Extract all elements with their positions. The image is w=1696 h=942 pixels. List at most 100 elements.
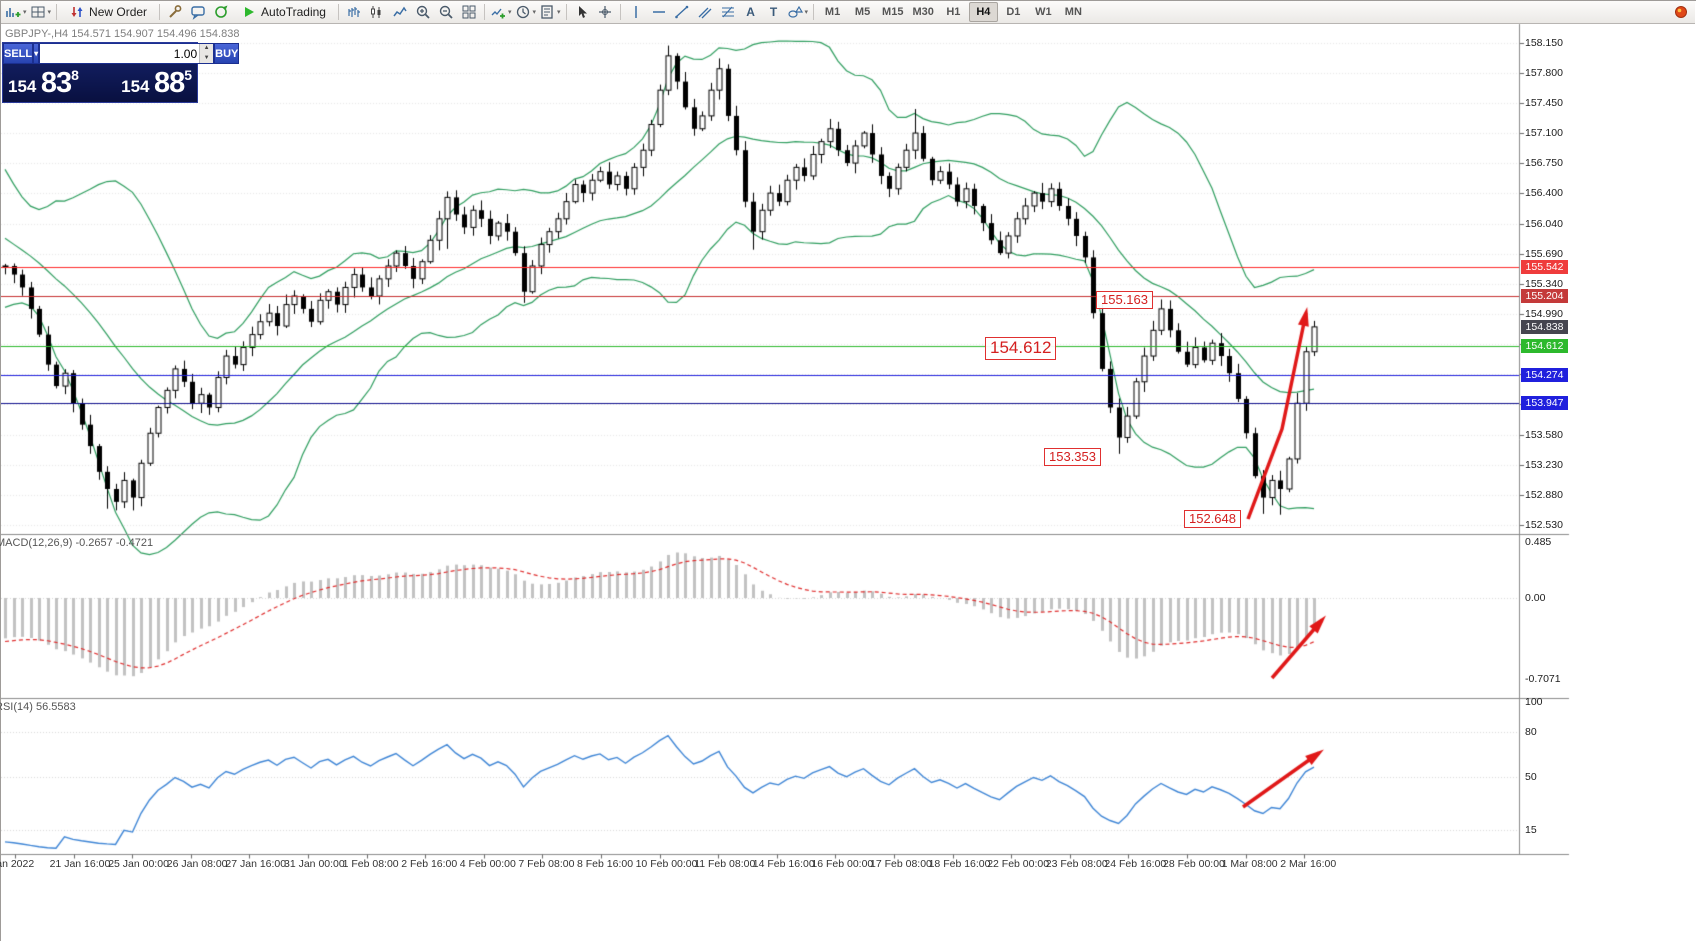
time-axis-label: Jan 2022 — [0, 858, 35, 870]
macd-indicator-label: MACD(12,26,9) -0.2657 -0.4721 — [0, 537, 154, 549]
time-axis-label: 2 Mar 16:00 — [1280, 858, 1337, 870]
buy-price[interactable]: 154 885 — [121, 66, 192, 99]
time-axis-label: 17 Feb 08:00 — [870, 858, 932, 870]
timeframe-mn[interactable]: MN — [1064, 6, 1082, 18]
time-axis-label: 24 Feb 16:00 — [1104, 858, 1167, 870]
toolbar-separator — [483, 4, 485, 20]
main-toolbar: ▾ ▾ New Order AutoTrading ▾ ▾ ▾ A T ▾ M1 M5 M15 M30 H1… — [1, 1, 1695, 24]
time-axis-label: 25 Jan 00:00 — [108, 858, 169, 870]
time-axis-label: 27 Jan 16:00 — [225, 858, 287, 870]
autotrading-button[interactable]: AutoTrading — [233, 2, 334, 22]
mql5-community-icon[interactable] — [210, 2, 232, 22]
time-axis-label: 8 Feb 16:00 — [577, 858, 634, 870]
buy-button-label: BUY — [215, 47, 239, 60]
indicators-icon[interactable]: ▾ — [489, 2, 513, 22]
rsi-axis-tick: 100 — [1525, 696, 1543, 708]
time-axis-label: 1 Mar 08:00 — [1221, 858, 1278, 870]
timeframe-m1[interactable]: M1 — [824, 6, 841, 18]
timeframe-m15[interactable]: M15 — [882, 6, 904, 18]
label-icon[interactable]: T — [769, 5, 778, 19]
price-axis-tick: 156.400 — [1525, 187, 1563, 200]
candlestick-chart-icon[interactable] — [366, 2, 388, 22]
price-callout-label[interactable]: 153.353 — [1044, 448, 1101, 466]
time-axis-label: 1 Feb 08:00 — [342, 858, 399, 870]
volume-stepper[interactable]: ▲ ▼ — [199, 44, 214, 63]
bar-chart-icon[interactable] — [343, 2, 365, 22]
new-order-button[interactable]: New Order — [61, 2, 155, 22]
toolbar-separator — [619, 4, 621, 20]
timeframe-w1[interactable]: W1 — [1035, 6, 1052, 18]
macd-axis-tick: 0.485 — [1525, 536, 1552, 549]
toolbar-separator — [337, 4, 339, 20]
periods-icon[interactable]: ▾ — [514, 2, 538, 22]
timeframe-m30[interactable]: M30 — [912, 6, 934, 18]
toolbar-separator — [56, 4, 58, 20]
price-axis-tick: 152.880 — [1525, 488, 1563, 501]
time-axis-label: 18 Feb 16:00 — [928, 858, 991, 870]
timeframe-d1[interactable]: D1 — [1006, 6, 1021, 18]
fibonacci-icon[interactable] — [717, 2, 739, 22]
price-axis-tick: 157.800 — [1525, 67, 1563, 80]
crosshair-icon[interactable] — [594, 2, 616, 22]
timeframe-m5[interactable]: M5 — [854, 6, 871, 18]
toolbar-separator — [565, 4, 567, 20]
text-icon[interactable]: A — [746, 5, 755, 19]
time-axis-label: 26 Jan 08:00 — [166, 858, 228, 870]
sell-button-label: SELL — [4, 47, 33, 60]
price-tag: 154.838 — [1521, 320, 1568, 335]
shapes-icon[interactable]: ▾ — [786, 2, 810, 22]
price-tag: 153.947 — [1521, 396, 1568, 411]
one-click-trade-panel: SELL ▾ ▲ ▼ BUY 154 838 154 885 — [2, 42, 240, 103]
sell-options-chevron-icon[interactable]: ▾ — [33, 43, 40, 64]
price-axis-tick: 154.990 — [1525, 308, 1563, 321]
toolbar-separator — [813, 4, 815, 20]
time-axis-label: 10 Feb 00:00 — [635, 858, 698, 870]
price-axis-tick: 156.750 — [1525, 157, 1563, 170]
zoom-out-icon[interactable] — [435, 2, 457, 22]
price-tag: 154.612 — [1521, 339, 1568, 354]
horizontal-line-icon[interactable] — [648, 2, 670, 22]
timeframe-h1[interactable]: H1 — [946, 6, 961, 18]
macd-axis-tick: 0.00 — [1525, 592, 1546, 604]
tile-windows-icon[interactable] — [458, 2, 480, 22]
rsi-axis-tick: 15 — [1525, 823, 1537, 836]
price-axis-tick: 157.100 — [1525, 127, 1563, 140]
price-axis-tick: 153.230 — [1525, 458, 1563, 471]
sell-price[interactable]: 154 838 — [8, 66, 79, 99]
trendline-icon[interactable] — [671, 2, 693, 22]
time-axis-label: 2 Feb 16:00 — [401, 858, 458, 870]
price-callout-label[interactable]: 154.612 — [985, 337, 1057, 360]
templates-icon[interactable]: ▾ — [538, 2, 562, 22]
notifications-icon[interactable] — [1670, 2, 1692, 22]
price-tag: 154.274 — [1521, 368, 1568, 383]
price-tag: 155.542 — [1521, 259, 1568, 274]
chat-icon[interactable] — [187, 2, 209, 22]
price-axis-tick: 155.690 — [1525, 247, 1563, 260]
rsi-axis-tick: 50 — [1525, 771, 1537, 783]
volume-input[interactable] — [40, 44, 200, 63]
vertical-line-icon[interactable] — [625, 2, 647, 22]
cursor-icon[interactable] — [571, 2, 593, 22]
price-callout-label[interactable]: 155.163 — [1096, 291, 1153, 309]
sell-button[interactable]: SELL — [3, 43, 34, 64]
price-axis-tick: 158.150 — [1525, 37, 1563, 49]
rsi-indicator-label: RSI(14) 56.5583 — [0, 701, 76, 713]
zoom-in-icon[interactable] — [412, 2, 434, 22]
new-chart-icon[interactable]: ▾ — [4, 2, 28, 22]
time-axis-label: 4 Feb 00:00 — [459, 858, 516, 870]
price-axis-tick: 156.040 — [1525, 217, 1563, 230]
chart-symbol-header: GBPJPY-,H4 154.571 154.907 154.496 154.8… — [5, 28, 240, 40]
metaeditor-icon[interactable] — [164, 2, 186, 22]
volume-down-icon[interactable]: ▼ — [200, 53, 214, 63]
macd-axis-tick: -0.7071 — [1525, 673, 1561, 686]
rsi-axis-tick: 80 — [1525, 726, 1537, 738]
price-callout-label[interactable]: 152.648 — [1184, 510, 1241, 528]
line-chart-icon[interactable] — [389, 2, 411, 22]
time-axis-label: 14 Feb 16:00 — [752, 858, 815, 870]
volume-up-icon[interactable]: ▲ — [200, 44, 214, 54]
buy-button[interactable]: BUY — [214, 43, 240, 64]
timeframe-h4[interactable]: H4 — [968, 2, 998, 22]
channel-icon[interactable] — [694, 2, 716, 22]
profiles-icon[interactable]: ▾ — [29, 2, 53, 22]
